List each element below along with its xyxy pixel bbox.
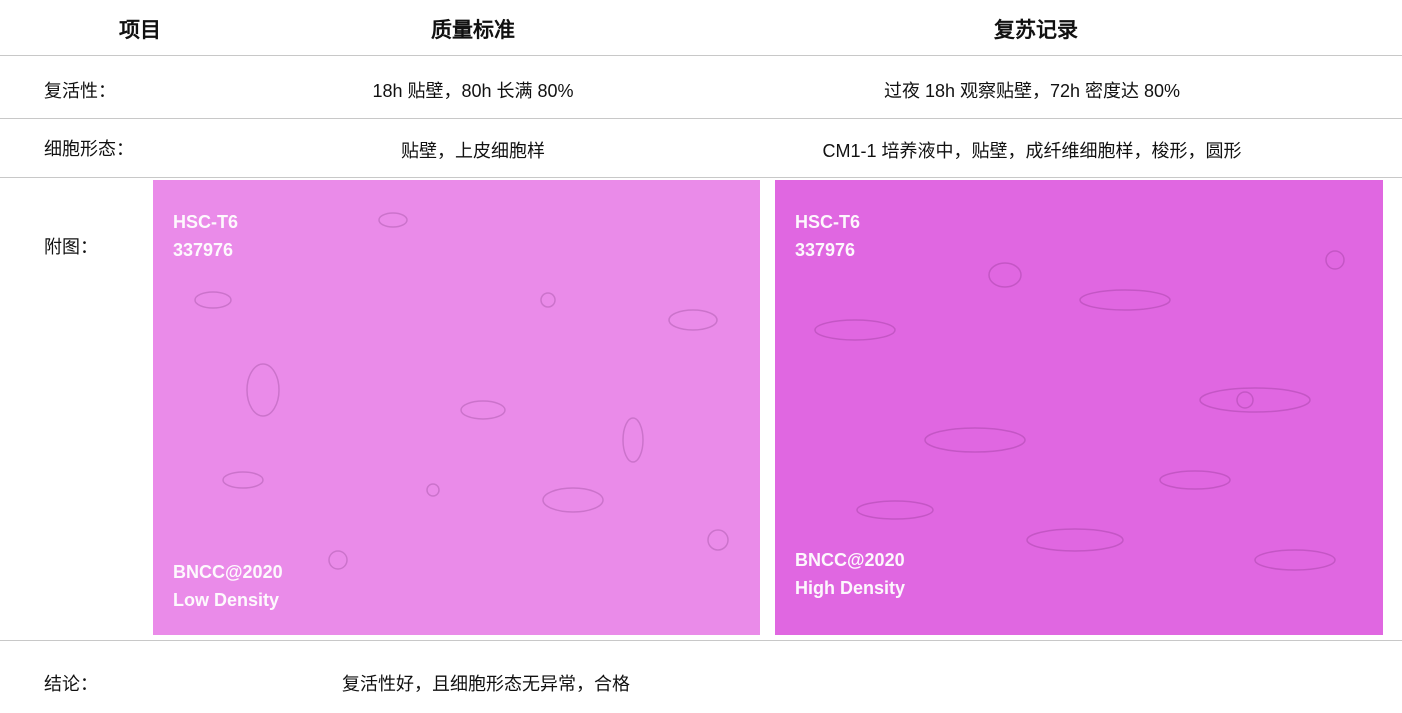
row-label: 复活性： xyxy=(44,81,116,101)
conclusion-text: 复活性好，且细胞形态无异常，合格 xyxy=(342,674,630,694)
micrograph: HSC-T6 337976 BNCC@2020 Low Density xyxy=(153,180,760,635)
caption-line: HSC-T6 xyxy=(795,212,861,232)
row-rule xyxy=(0,640,1402,641)
cell-texture xyxy=(194,212,729,570)
cell-texture xyxy=(814,250,1345,571)
header-cell: 项目 xyxy=(119,19,161,42)
caption-line: BNCC@2020 xyxy=(795,550,905,570)
caption-line: High Density xyxy=(795,578,906,598)
caption-line: 337976 xyxy=(173,240,234,260)
caption-line: BNCC@2020 xyxy=(173,562,283,582)
header-cell: 复苏记录 xyxy=(994,19,1078,42)
caption-line: HSC-T6 xyxy=(173,212,239,232)
row-rule xyxy=(0,55,1402,56)
row-rule xyxy=(0,177,1402,178)
header-cell: 质量标准 xyxy=(431,19,515,42)
caption-line: 337976 xyxy=(795,240,856,260)
caption-line: Low Density xyxy=(173,590,280,610)
image-caption: HSC-T6 337976 xyxy=(795,208,860,264)
row-label: 结论： xyxy=(44,674,98,694)
row-rule xyxy=(0,118,1402,119)
record-cell: 过夜 18h 观察贴壁，72h 密度达 80% xyxy=(883,81,1181,101)
image-caption: BNCC@2020 Low Density xyxy=(173,558,283,614)
micrograph: HSC-T6 337976 BNCC@2020 High Density xyxy=(775,180,1383,635)
image-caption: BNCC@2020 High Density xyxy=(795,546,905,602)
row-label: 附图： xyxy=(44,237,98,257)
record-cell: CM1-1 培养液中，贴壁，成纤维细胞样，梭形，圆形 xyxy=(822,141,1242,161)
image-caption: HSC-T6 337976 xyxy=(173,208,238,264)
standard-cell: 18h 贴壁，80h 长满 80% xyxy=(372,81,574,101)
standard-cell: 贴壁，上皮细胞样 xyxy=(401,141,545,161)
row-label: 细胞形态： xyxy=(44,139,134,159)
